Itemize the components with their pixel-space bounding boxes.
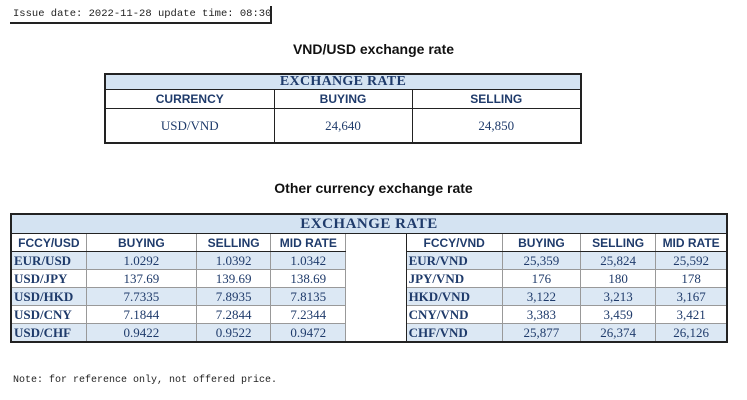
column-header-selling: SELLING bbox=[412, 89, 581, 109]
column-header-currency: CURRENCY bbox=[105, 89, 275, 109]
vnd-usd-table: EXCHANGE RATE CURRENCY BUYING SELLING US… bbox=[104, 73, 582, 144]
column-header-buying: BUYING bbox=[274, 89, 413, 109]
buying-cell: 1.0292 bbox=[86, 251, 198, 270]
other-currency-title: Other currency exchange rate bbox=[274, 180, 473, 196]
pair-cell: CNY/VND bbox=[406, 305, 503, 324]
table-row: USD/JPY 137.69 139.69 138.69 JPY/VND 176… bbox=[11, 269, 727, 288]
spacer-column bbox=[345, 233, 407, 252]
pair-cell: USD/HKD bbox=[11, 287, 87, 306]
column-header-selling: SELLING bbox=[196, 233, 272, 252]
mid-rate-cell: 3,167 bbox=[655, 287, 727, 306]
mid-rate-cell: 7.2344 bbox=[270, 305, 347, 324]
spacer-cell bbox=[345, 251, 407, 270]
selling-cell: 3,459 bbox=[580, 305, 657, 324]
selling-cell: 139.69 bbox=[196, 269, 272, 288]
spacer-cell bbox=[345, 269, 407, 288]
column-header-buying: BUYING bbox=[502, 233, 582, 252]
vnd-usd-title: VND/USD exchange rate bbox=[292, 41, 455, 57]
selling-cell: 7.2844 bbox=[196, 305, 272, 324]
mid-rate-cell: 0.9472 bbox=[270, 323, 347, 342]
mid-rate-cell: 3,421 bbox=[655, 305, 727, 324]
update-label: update time: bbox=[151, 8, 240, 20]
reference-note: Note: for reference only, not offered pr… bbox=[13, 375, 278, 386]
table-row: USD/CHF 0.9422 0.9522 0.9472 CHF/VND 25,… bbox=[11, 323, 727, 342]
column-header-selling: SELLING bbox=[580, 233, 657, 252]
mid-rate-cell: 1.0342 bbox=[270, 251, 347, 270]
update-time: 08:30 bbox=[239, 8, 272, 20]
table-row: USD/VND 24,640 24,850 bbox=[105, 108, 581, 143]
mid-rate-cell: 25,592 bbox=[655, 251, 727, 270]
pair-cell: JPY/VND bbox=[406, 269, 503, 288]
issue-label: Issue date: bbox=[13, 8, 89, 20]
pair-cell: USD/CHF bbox=[11, 323, 87, 342]
pair-cell: EUR/VND bbox=[406, 251, 503, 270]
mid-rate-cell: 178 bbox=[655, 269, 727, 288]
selling-cell: 180 bbox=[580, 269, 657, 288]
issue-date: 2022-11-28 bbox=[88, 8, 152, 20]
column-header-mid-rate: MID RATE bbox=[655, 233, 727, 252]
selling-cell: 3,213 bbox=[580, 287, 657, 306]
selling-cell: 1.0392 bbox=[196, 251, 272, 270]
mid-rate-cell: 7.8135 bbox=[270, 287, 347, 306]
spacer-cell bbox=[345, 323, 407, 342]
pair-cell: HKD/VND bbox=[406, 287, 503, 306]
selling-cell: 7.8935 bbox=[196, 287, 272, 306]
spacer-cell bbox=[345, 287, 407, 306]
column-header-buying: BUYING bbox=[86, 233, 198, 252]
buying-cell: 137.69 bbox=[86, 269, 198, 288]
column-header-mid-rate: MID RATE bbox=[270, 233, 347, 252]
selling-cell: 24,850 bbox=[478, 117, 515, 133]
buying-cell: 176 bbox=[502, 269, 582, 288]
mid-rate-cell: 26,126 bbox=[655, 323, 727, 342]
buying-cell: 7.1844 bbox=[86, 305, 198, 324]
spacer-cell bbox=[345, 305, 407, 324]
pair-cell: EUR/USD bbox=[11, 251, 87, 270]
pair-cell: USD/CNY bbox=[11, 305, 87, 324]
buying-cell: 0.9422 bbox=[86, 323, 198, 342]
buying-cell: 3,122 bbox=[502, 287, 582, 306]
buying-cell: 3,383 bbox=[502, 305, 582, 324]
buying-cell: 25,877 bbox=[502, 323, 582, 342]
selling-cell: 0.9522 bbox=[196, 323, 272, 342]
pair-cell: CHF/VND bbox=[406, 323, 503, 342]
buying-cell: 25,359 bbox=[502, 251, 582, 270]
issue-info: Issue date: 2022-11-28 update time: 08:3… bbox=[10, 6, 272, 24]
buying-cell: 7.7335 bbox=[86, 287, 198, 306]
table-row: USD/HKD 7.7335 7.8935 7.8135 HKD/VND 3,1… bbox=[11, 287, 727, 306]
exchange-rate-band: EXCHANGE RATE bbox=[11, 214, 727, 234]
buying-cell: 24,640 bbox=[274, 108, 413, 143]
column-header-fccy-vnd: FCCY/VND bbox=[406, 233, 503, 252]
table-row: USD/CNY 7.1844 7.2844 7.2344 CNY/VND 3,3… bbox=[11, 305, 727, 324]
currency-cell: USD/VND bbox=[105, 108, 275, 143]
other-currency-table: EXCHANGE RATE FCCY/USD BUYING SELLING MI… bbox=[10, 213, 728, 343]
selling-cell: 26,374 bbox=[580, 323, 657, 342]
exchange-rate-band: EXCHANGE RATE bbox=[105, 74, 581, 90]
table-row: EUR/USD 1.0292 1.0392 1.0342 EUR/VND 25,… bbox=[11, 251, 727, 270]
mid-rate-cell: 138.69 bbox=[270, 269, 347, 288]
column-header-fccy-usd: FCCY/USD bbox=[11, 233, 87, 252]
selling-cell: 25,824 bbox=[580, 251, 657, 270]
pair-cell: USD/JPY bbox=[11, 269, 87, 288]
